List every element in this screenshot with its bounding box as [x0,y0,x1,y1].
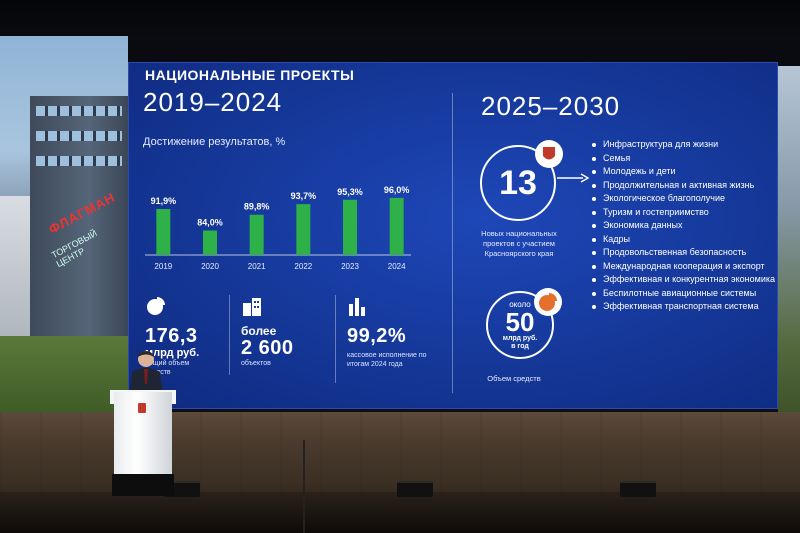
funding-prefix: около [509,299,531,309]
project-item: Эффективная транспортная система [591,301,776,312]
stat-unit: млрд руб. [145,347,200,359]
stat-execution: 99,2% кассовое исполнение по итогам 2024… [347,325,437,369]
arrow-right-icon [557,173,589,183]
x-tick-label: 2022 [294,262,312,271]
stat-value: 99,2% [347,325,407,347]
projects-count: 13 [499,164,537,202]
x-tick-label: 2019 [154,262,172,271]
project-item: Молодежь и дети [591,166,776,177]
project-item: Инфраструктура для жизни [591,139,776,150]
x-tick-label: 2024 [388,262,406,271]
emblem-icon [138,403,146,413]
project-item: Туризм и гостеприимство [591,207,776,218]
stage-light [620,481,656,497]
bar [203,230,217,255]
bar [343,199,357,255]
projects-list: Инфраструктура для жизни Семья Молодежь и … [591,139,776,315]
project-item: Кадры [591,234,776,245]
bar [296,204,311,255]
funding-circle: около 50 млрд руб. в год [486,291,554,359]
funding-caption: Объем средств [487,374,541,383]
stage-light [397,481,433,497]
stat-objects: более 2 600 объектов [241,325,294,368]
data-label: 96,0% [384,185,410,195]
data-label: 95,3% [337,187,363,197]
left-side-screen: ФЛАГМАН ТОРГОВЫЙ ЦЕНТР [0,36,128,416]
podium-base [112,474,174,496]
bar-chart-icon [349,298,365,316]
bar [389,197,404,255]
stat-value: 176,3 [145,325,198,347]
presentation-slide: НАЦИОНАЛЬНЫЕ ПРОЕКТЫ 2019–2024 2025–2030… [128,62,778,409]
x-tick-label: 2020 [201,262,219,271]
buildings-icon [243,298,261,316]
pie-chart-icon [147,297,165,315]
chart-title: Достижение результатов, % [143,136,286,148]
data-label: 93,7% [291,191,317,201]
projects-count-circle: 13 [480,145,556,221]
pie-chart-icon [534,288,562,316]
mall-building [30,96,128,366]
data-label: 84,0% [197,218,223,228]
project-item: Международная кооперация и экспорт [591,261,776,272]
project-item: Экономика данных [591,220,776,231]
krasnoyarsk-emblem-icon [535,140,563,168]
mic-stand [303,440,305,533]
results-bar-chart: 91,9% 2019 84,0% 2020 89,8% 2021 93,7% 2022 95,3… [145,185,411,271]
project-item: Экологическое благополучие [591,193,776,204]
grass-area [0,336,128,416]
building-windows [36,156,122,166]
data-label: 91,9% [151,196,177,206]
project-item: Эффективная и конкурентная экономика [591,274,776,285]
building-windows [36,131,122,141]
stat-prefix: более [241,324,277,338]
project-item: Семья [591,153,776,164]
stat-caption: объектов [241,360,271,367]
building-windows [36,106,122,116]
data-label: 89,8% [244,202,270,212]
projects-caption: Новых национальных проектов с участием К… [481,229,557,258]
right-side-screen [778,66,800,416]
stat-value: 2 600 [241,337,294,359]
period-left: 2019–2024 [143,87,283,117]
bar [156,209,171,255]
stage-front [0,492,800,533]
period-right: 2025–2030 [481,91,621,121]
x-tick-label: 2023 [341,262,359,271]
stat-separator [229,295,230,375]
column-divider [452,93,453,393]
project-item: Продолжительная и активная жизнь [591,180,776,191]
speaker-person [129,351,163,394]
stat-separator [335,295,336,383]
project-item: Беспилотные авиационные системы [591,288,776,299]
stat-caption: кассовое исполнение по итогам 2024 года [347,352,427,368]
x-tick-label: 2021 [248,262,266,271]
project-item: Продовольственная безопасность [591,247,776,258]
slide-heading: НАЦИОНАЛЬНЫЕ ПРОЕКТЫ [145,67,355,83]
funding-unit: млрд руб. в год [502,334,538,350]
bar [249,214,264,255]
funding-value: 50 [505,306,535,337]
